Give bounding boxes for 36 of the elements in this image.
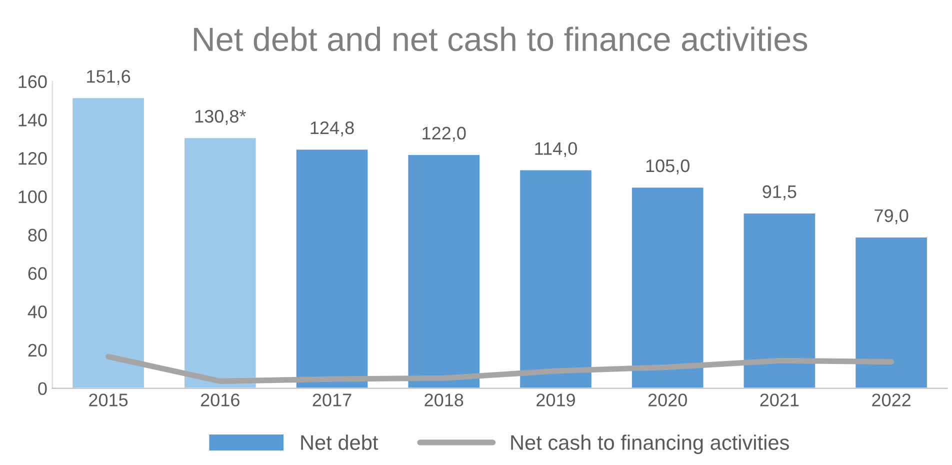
bar xyxy=(183,136,258,388)
bar xyxy=(294,148,370,388)
y-tick-label: 40 xyxy=(28,305,47,318)
data-label: 130,8* xyxy=(195,110,246,125)
data-label: 79,0 xyxy=(874,209,908,224)
y-tick-label: 80 xyxy=(28,228,47,242)
x-tick-label: 2021 xyxy=(760,394,799,406)
y-tick-label: 120 xyxy=(18,152,47,165)
data-label: 105,0 xyxy=(646,159,690,174)
data-label: 122,0 xyxy=(422,126,466,142)
bar xyxy=(406,154,481,388)
x-tick-label: 2017 xyxy=(312,394,352,406)
bar xyxy=(518,168,593,388)
x-tick-label: 2016 xyxy=(200,394,240,406)
data-label: 124,8 xyxy=(310,121,354,136)
chart-title: Net debt and net cash to finance activities xyxy=(194,26,808,52)
bar xyxy=(742,212,816,388)
bar xyxy=(71,96,146,388)
x-tick-label: 2018 xyxy=(424,394,464,406)
data-label: 114,0 xyxy=(535,142,577,158)
y-tick-label: 0 xyxy=(38,382,47,395)
y-tick-label: 20 xyxy=(28,344,47,357)
legend-label: Net debt xyxy=(301,434,378,450)
y-tick-label: 160 xyxy=(18,75,47,88)
x-tick-label: 2019 xyxy=(536,394,575,406)
data-label: 91,5 xyxy=(762,185,796,200)
y-tick-label: 100 xyxy=(18,190,47,204)
x-tick-label: 2022 xyxy=(872,394,910,406)
x-tick-label: 2020 xyxy=(648,394,687,406)
bar xyxy=(854,236,928,388)
bar xyxy=(630,186,705,388)
y-tick-label: 60 xyxy=(28,267,47,280)
legend-label: Net cash to financing activities xyxy=(511,434,789,454)
y-tick-label: 140 xyxy=(18,114,47,126)
data-label: 151,6 xyxy=(87,70,130,85)
x-tick-label: 2015 xyxy=(89,394,128,406)
